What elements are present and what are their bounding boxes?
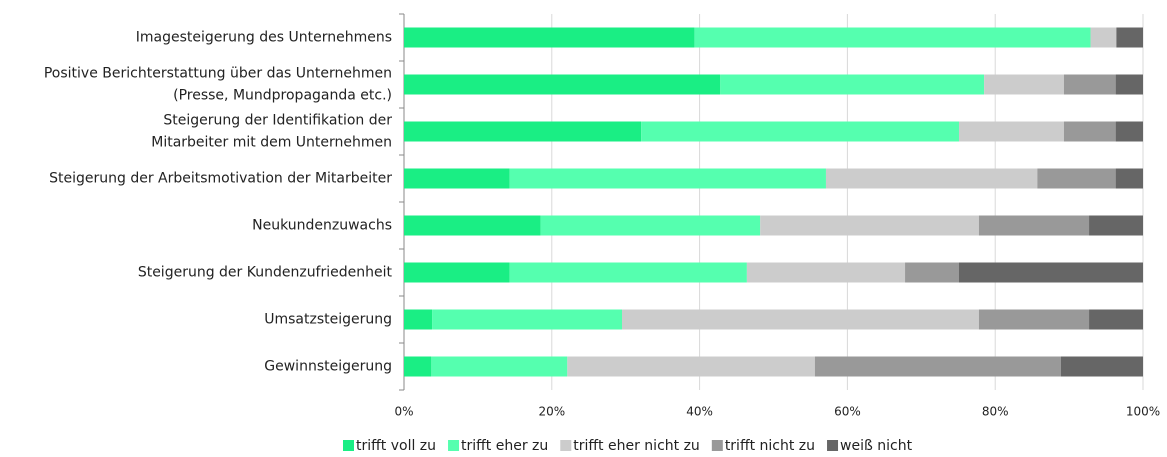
bar-segment: [1060, 356, 1143, 377]
x-tick-label: 100%: [1126, 405, 1160, 419]
bar-segment: [404, 309, 433, 330]
y-tick-label: Umsatzsteigerung: [264, 312, 392, 328]
legend-swatch: [711, 440, 723, 451]
x-tick-label: 20%: [538, 405, 565, 419]
x-tick-label: 60%: [834, 405, 861, 419]
legend-swatch: [827, 440, 839, 451]
bar-segment: [404, 262, 510, 283]
legend-label: trifft voll zu: [356, 438, 436, 454]
bar-segment: [978, 309, 1090, 330]
y-tick-label: Steigerung der Kundenzufriedenheit: [138, 265, 393, 281]
bar-segment: [432, 309, 623, 330]
bar-segment: [720, 74, 985, 95]
bar-segment: [978, 215, 1090, 236]
bar-segment: [404, 121, 642, 142]
bar-segment: [404, 27, 695, 48]
bar-segment: [404, 215, 541, 236]
bar-segment: [694, 27, 1091, 48]
y-tick-label: Gewinnsteigerung: [264, 359, 392, 375]
bar-segment: [509, 168, 826, 189]
bar-segment: [825, 168, 1038, 189]
bar-segment: [1063, 74, 1116, 95]
bar-segment: [404, 168, 510, 189]
bar-segment: [540, 215, 761, 236]
bar-segment: [814, 356, 1061, 377]
bar-segment: [958, 262, 1143, 283]
bar-segment: [984, 74, 1064, 95]
legend-label: trifft eher zu: [461, 438, 548, 454]
bar-segment: [1037, 168, 1116, 189]
x-tick-label: 80%: [982, 405, 1009, 419]
bar-segment: [567, 356, 815, 377]
x-tick-label: 40%: [686, 405, 713, 419]
bar-segment: [404, 356, 432, 377]
y-tick-label: Neukundenzuwachs: [252, 218, 392, 234]
bar-segment: [404, 74, 721, 95]
y-tick-label: Imagesteigerung des Unternehmens: [136, 30, 392, 46]
legend-swatch: [343, 440, 354, 451]
bar-segment: [1063, 121, 1116, 142]
bar-segment: [1090, 27, 1117, 48]
bar-segment: [1089, 309, 1143, 330]
legend-swatch: [560, 440, 572, 451]
y-tick-label: Steigerung der Identifikation der Mitarbe…: [151, 113, 392, 151]
y-tick-label: Steigerung der Arbeitsmotivation der Mit…: [49, 171, 392, 187]
bar-segment: [746, 262, 906, 283]
legend-label: trifft nicht zu: [725, 438, 815, 454]
legend-label: trifft eher nicht zu: [573, 438, 700, 454]
y-tick-label: Positive Berichterstattung über das Unte…: [44, 66, 392, 104]
bar-segment: [1115, 74, 1143, 95]
bar-segment: [431, 356, 568, 377]
bar-segment: [509, 262, 747, 283]
bar-segment: [760, 215, 979, 236]
x-tick-label: 0%: [394, 405, 413, 419]
legend-swatch: [448, 440, 460, 451]
bar-segment: [622, 309, 979, 330]
bar-segment: [905, 262, 959, 283]
bar-segment: [1089, 215, 1143, 236]
bar-segment: [958, 121, 1064, 142]
bar-segment: [641, 121, 959, 142]
legend-label: weiß nicht: [840, 438, 913, 454]
bar-segment: [1115, 121, 1143, 142]
bar-segment: [1115, 168, 1143, 189]
bar-segment: [1116, 27, 1143, 48]
